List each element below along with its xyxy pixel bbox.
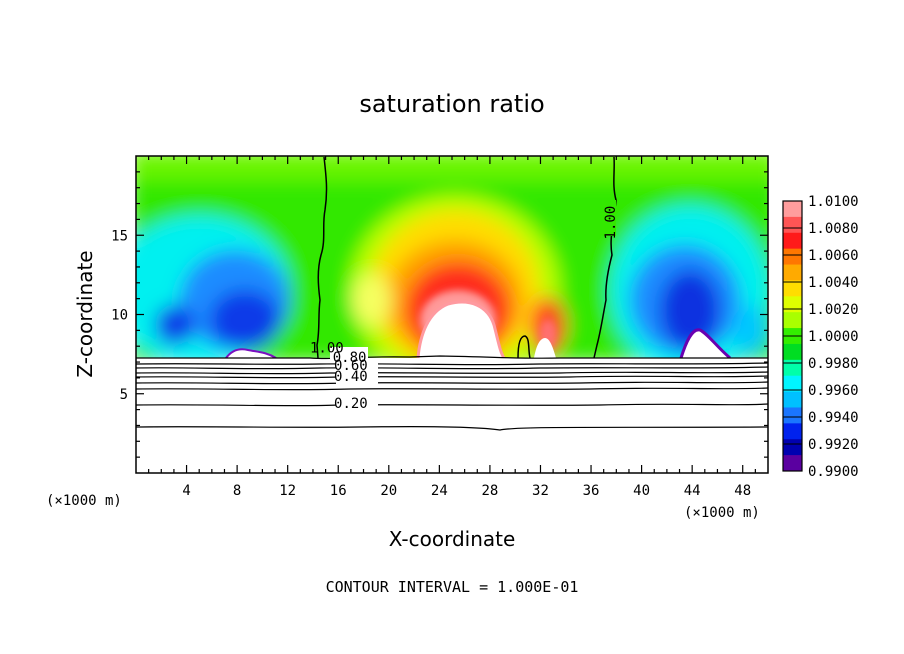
x-tick-label: 12 [279, 483, 296, 499]
colorbar-segment [783, 264, 802, 281]
colorbar-segment [783, 359, 802, 377]
colorbar-label: 1.0060 [808, 248, 859, 264]
colorbar-segment [783, 423, 802, 440]
colorbar-label: 0.9980 [808, 356, 859, 372]
contour-labels: 1.001.000.800.600.400.20 [310, 206, 619, 412]
y-tick-label: 15 [111, 228, 128, 244]
colorbar-segment [783, 232, 802, 250]
colorbar-segment [783, 312, 802, 329]
saturation-field [136, 156, 768, 385]
contour-lines [136, 355, 768, 431]
colorbar-label: 1.0020 [808, 302, 859, 318]
colorbar-label: 1.0000 [808, 329, 859, 345]
colorbar-segment [783, 296, 802, 313]
colorbar-segment [783, 280, 802, 297]
contour-label: 0.20 [334, 396, 368, 412]
colorbar-segment [783, 375, 802, 393]
lower-white-region [136, 358, 768, 473]
colorbar-label: 0.9940 [808, 410, 859, 426]
x-tick-label: 44 [684, 483, 701, 499]
x-tick-label: 16 [330, 483, 347, 499]
x-tick-label: 32 [532, 483, 549, 499]
chart-title: saturation ratio [359, 90, 544, 118]
contour-label: 1.00 [603, 206, 619, 240]
contour-label: 1.00 [310, 341, 344, 357]
x-tick-label: 8 [233, 483, 241, 499]
colorbar-segment [783, 201, 802, 218]
y-axis-label: Z-coordinate [73, 250, 97, 377]
x-unit-right: (×1000 m) [684, 505, 760, 521]
x-tick-label: 36 [583, 483, 600, 499]
unsaturated-core [418, 302, 504, 358]
contour-label: 0.60 [334, 358, 368, 374]
colorbar-segment [783, 391, 802, 408]
colorbar-segment [783, 455, 802, 472]
contour-label: 0.40 [334, 369, 368, 385]
x-tick-label: 20 [380, 483, 397, 499]
x-tick-label: 40 [633, 483, 650, 499]
colorbar-segment [783, 439, 802, 456]
colorbar-label: 0.9920 [808, 437, 859, 453]
x-tick-label: 28 [481, 483, 498, 499]
plot-area [136, 156, 768, 473]
x-axis-label: X-coordinate [389, 527, 516, 551]
y-tick-label: 10 [111, 308, 128, 324]
y-tick-label: 5 [120, 387, 128, 403]
contour-line-1.00-right [593, 156, 617, 359]
colorbar-segment [783, 216, 802, 234]
colorbar-label: 1.0080 [808, 221, 859, 237]
contour-interval-footer: CONTOUR INTERVAL = 1.000E-01 [326, 578, 579, 596]
colorbar-label: 1.0100 [808, 194, 859, 210]
colorbar-segment [783, 407, 802, 424]
colorbar-segment [783, 343, 802, 361]
colorbar-label: 1.0040 [808, 275, 859, 291]
contour-label: 0.80 [333, 350, 367, 366]
x-tick-label: 24 [431, 483, 448, 499]
colorbar-label: 0.9900 [808, 464, 859, 480]
colorbar-segment [783, 248, 802, 266]
contour-line-1.00-left [316, 156, 328, 359]
x-unit-left: (×1000 m) [46, 493, 122, 509]
colorbar-label: 0.9960 [808, 383, 859, 399]
x-tick-label: 48 [734, 483, 751, 499]
colorbar: 1.0100 1.0080 1.0060 1.0040 1.0020 1.0000 0.99… [782, 194, 859, 480]
x-tick-label: 4 [182, 483, 190, 499]
